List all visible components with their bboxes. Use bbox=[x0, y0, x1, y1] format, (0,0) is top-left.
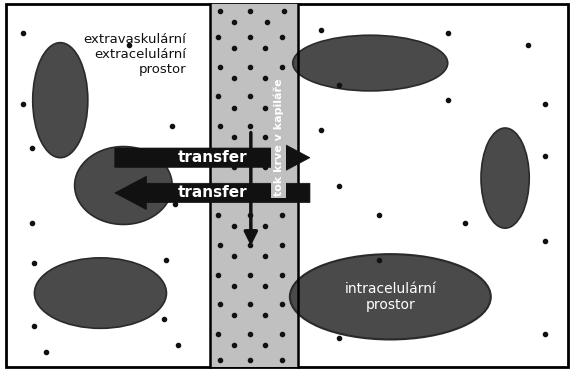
Text: tok krve v kapiláře: tok krve v kapiláře bbox=[273, 79, 284, 196]
Bar bbox=[210, 4, 298, 367]
FancyArrow shape bbox=[115, 176, 310, 210]
Ellipse shape bbox=[293, 35, 448, 91]
Ellipse shape bbox=[75, 147, 172, 224]
Ellipse shape bbox=[290, 254, 491, 339]
Ellipse shape bbox=[481, 128, 529, 228]
Text: intracelulární
prostor: intracelulární prostor bbox=[344, 282, 436, 312]
Text: extravaskulární
extracelulární
prostor: extravaskulární extracelulární prostor bbox=[83, 33, 186, 76]
Ellipse shape bbox=[33, 43, 88, 158]
Text: transfer: transfer bbox=[177, 186, 247, 200]
FancyArrow shape bbox=[115, 141, 310, 174]
Ellipse shape bbox=[34, 258, 166, 328]
Text: transfer: transfer bbox=[177, 150, 247, 165]
